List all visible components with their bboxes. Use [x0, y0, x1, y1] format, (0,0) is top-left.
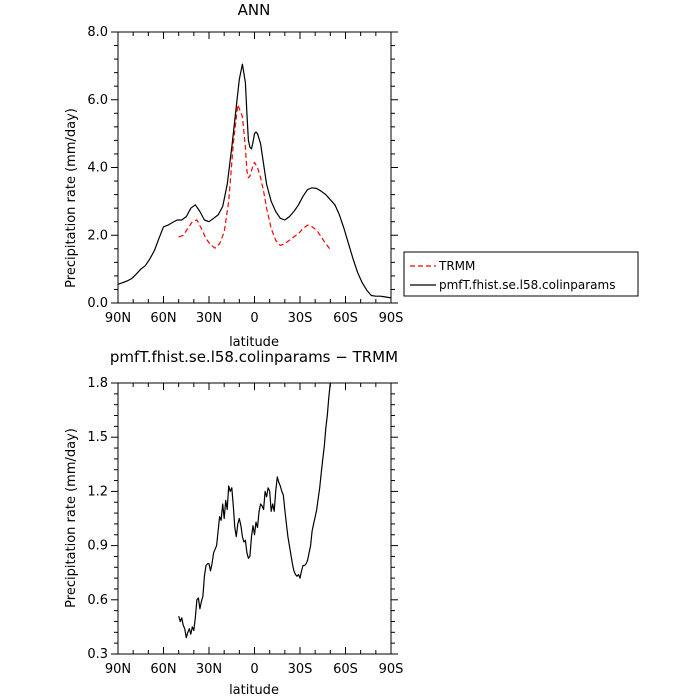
y-axis-label: Precipitation rate (mm/day) — [64, 428, 79, 608]
top-panel: 90N 60N 30N 0 30S 60S 90S 0.0 2.0 4.0 6.0 8.0 — [87, 25, 403, 326]
y-tick-label: 2.0 — [87, 228, 108, 243]
series-line-pmft-fhist-se-l58-colinparams — [118, 63, 391, 299]
y-tick-label: 8.0 — [87, 25, 108, 40]
legend: TRMM pmfT.fhist.se.l58.colinparams — [403, 251, 639, 297]
x-tick-label: 90N — [105, 311, 131, 326]
y-tick-label: 0.6 — [87, 593, 108, 608]
x-tick-label: 60S — [333, 662, 358, 677]
x-tick-label: 0 — [250, 311, 258, 326]
x-tick-label: 30S — [288, 662, 313, 677]
y-tick-label: 0.3 — [87, 647, 108, 662]
x-tick-label: 30N — [196, 311, 222, 326]
plot-frame — [117, 382, 392, 655]
y-tick-label: 4.0 — [87, 161, 108, 176]
x-tick-label: 30N — [196, 662, 222, 677]
bottom-panel: 90N 60N 30N 0 30S 60S 90S 0.3 0.6 0.9 1.2 1.5 1.8 — [87, 376, 403, 677]
x-tick-label: 30S — [288, 311, 313, 326]
x-tick-label: 60N — [150, 311, 176, 326]
x-tick-label: 0 — [250, 662, 258, 677]
chart-title: ANN — [238, 1, 271, 19]
y-tick-label: 0.0 — [87, 296, 108, 311]
x-axis-label: latitude — [229, 335, 279, 350]
x-tick-label: 90S — [379, 311, 404, 326]
legend-box — [403, 251, 639, 297]
y-tick-label: 1.8 — [87, 376, 108, 391]
legend-label-trmm: TRMM — [438, 259, 475, 273]
x-tick-label: 60S — [333, 311, 358, 326]
y-tick-label: 6.0 — [87, 93, 108, 108]
x-tick-label: 90N — [105, 662, 131, 677]
series-line-trmm — [178, 104, 331, 250]
x-tick-label: 90S — [379, 662, 404, 677]
chart-title: pmfT.fhist.se.l58.colinparams − TRMM — [110, 348, 398, 366]
y-tick-label: 0.9 — [87, 539, 108, 554]
series-line-difference — [178, 383, 331, 639]
x-tick-label: 60N — [150, 662, 176, 677]
y-axis-label: Precipitation rate (mm/day) — [64, 108, 79, 288]
y-tick-label: 1.5 — [87, 430, 108, 445]
plot-frame — [117, 31, 392, 304]
x-axis-label: latitude — [229, 683, 279, 698]
legend-label-model: pmfT.fhist.se.l58.colinparams — [439, 278, 615, 292]
y-tick-label: 1.2 — [87, 484, 108, 499]
